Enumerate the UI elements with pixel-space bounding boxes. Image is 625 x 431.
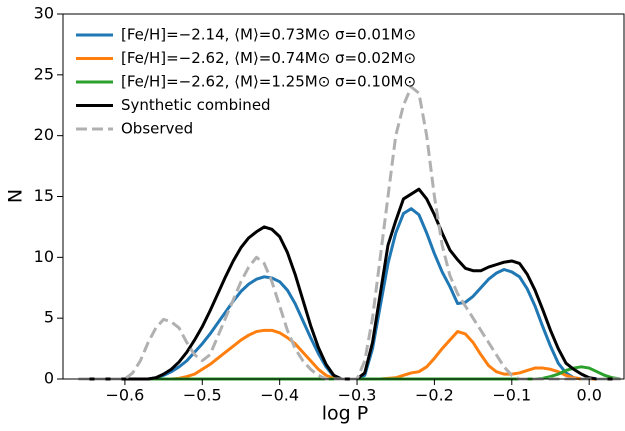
x-tick-label: −0.4: [260, 386, 299, 405]
y-axis-label: N: [5, 189, 27, 203]
y-tick-label: 10: [34, 247, 54, 266]
series-line: [78, 207, 621, 381]
x-tick-label: −0.3: [338, 386, 377, 405]
legend-label: Observed: [121, 120, 193, 138]
y-tick-label: 25: [34, 64, 54, 83]
x-axis-label: log P: [322, 403, 368, 425]
x-tick-label: −0.6: [105, 386, 144, 405]
y-tick-label: 0: [44, 369, 54, 388]
series-line: [78, 328, 621, 381]
y-tick-label: 5: [44, 308, 54, 327]
x-tick-label: 0.0: [576, 386, 601, 405]
x-tick-label: −0.1: [492, 386, 531, 405]
x-tick-label: −0.2: [415, 386, 454, 405]
y-tick-label: 30: [34, 4, 54, 23]
legend-label: [Fe/H]=−2.62, ⟨M⟩=1.25M⊙ σ=0.10M⊙: [121, 73, 416, 91]
x-tick-label: −0.5: [183, 386, 222, 405]
plot-frame: [62, 13, 625, 380]
y-tick-label: 20: [34, 125, 54, 144]
series-line: [78, 187, 621, 381]
y-tick-label: 15: [34, 186, 54, 205]
legend-label: [Fe/H]=−2.14, ⟨M⟩=0.73M⊙ σ=0.01M⊙: [121, 26, 416, 44]
legend-label: [Fe/H]=−2.62, ⟨M⟩=0.74M⊙ σ=0.02M⊙: [121, 49, 416, 67]
legend-label: Synthetic combined: [121, 96, 271, 114]
